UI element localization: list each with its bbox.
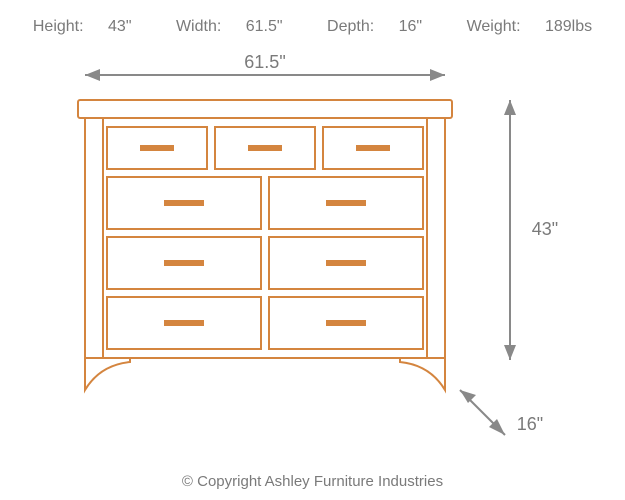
- furniture-diagram: 61.5" 43" 16": [0, 45, 625, 465]
- width-dimension: 61.5": [85, 52, 445, 81]
- dresser-drawing: [78, 100, 452, 390]
- depth-dimension: 16": [460, 390, 543, 435]
- spec-weight-value: 189lbs: [545, 18, 592, 35]
- spec-height-label: Height:: [33, 18, 84, 35]
- spec-width-label: Width:: [176, 18, 221, 35]
- spec-width: Width: 61.5": [166, 18, 297, 35]
- spec-depth-value: 16": [399, 18, 422, 35]
- spec-weight: Weight: 189lbs: [457, 18, 603, 35]
- height-callout: 43": [532, 219, 558, 239]
- spec-width-value: 61.5": [246, 18, 283, 35]
- spec-height-value: 43": [108, 18, 131, 35]
- spec-depth: Depth: 16": [317, 18, 437, 35]
- spec-height: Height: 43": [23, 18, 146, 35]
- spec-weight-label: Weight:: [467, 18, 521, 35]
- width-callout: 61.5": [244, 52, 285, 72]
- height-dimension: 43": [504, 100, 558, 360]
- spec-line: Height: 43" Width: 61.5" Depth: 16" Weig…: [0, 0, 625, 36]
- copyright-text: © Copyright Ashley Furniture Industries: [0, 473, 625, 490]
- depth-callout: 16": [517, 414, 543, 434]
- spec-depth-label: Depth:: [327, 18, 374, 35]
